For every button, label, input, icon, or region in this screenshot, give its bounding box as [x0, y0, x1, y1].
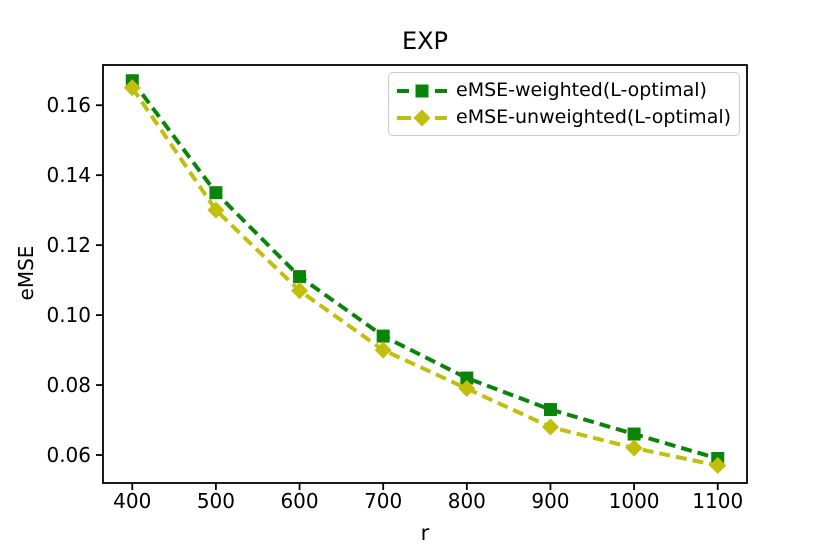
y-axis-label: eMSE — [14, 245, 38, 301]
y-tick-label: 0.08 — [46, 373, 91, 397]
x-tick-label: 800 — [448, 489, 486, 513]
legend-item-unweighted: eMSE-unweighted(L-optimal) — [396, 104, 732, 131]
series-0-marker — [460, 371, 474, 385]
series-line-0 — [130, 79, 719, 461]
series-0-marker — [627, 427, 641, 441]
series-1-marker — [291, 282, 309, 300]
legend-sample-square-dashed-icon — [397, 84, 447, 97]
y-tick-label: 0.06 — [46, 443, 91, 467]
y-tick-label: 0.12 — [46, 233, 91, 257]
x-tick-label: 1000 — [609, 489, 660, 513]
series-0-marker — [543, 403, 557, 417]
series-1-marker — [207, 201, 225, 219]
series-1-marker — [541, 418, 559, 436]
chart-title: EXP — [401, 27, 449, 55]
series-0-marker — [376, 329, 390, 343]
series-1-marker — [709, 457, 727, 475]
x-tick-label: 600 — [280, 489, 318, 513]
legend-sample-diamond-dashed-icon — [397, 109, 447, 126]
y-tick-label: 0.14 — [46, 163, 91, 187]
x-axis-label: r — [420, 521, 430, 545]
x-tick-label: 400 — [113, 489, 151, 513]
legend-label-weighted: eMSE-weighted(L-optimal) — [456, 79, 707, 101]
series-1-marker — [123, 79, 141, 97]
legend-label-unweighted: eMSE-unweighted(L-optimal) — [456, 106, 732, 128]
series-0-marker — [209, 186, 223, 200]
legend-item-weighted: eMSE-weighted(L-optimal) — [396, 77, 732, 104]
legend: eMSE-weighted(L-optimal) eMSE-unweighted… — [388, 72, 740, 136]
series-line-1 — [130, 86, 719, 468]
x-tick-label: 700 — [364, 489, 402, 513]
series-0-marker — [293, 270, 307, 284]
y-tick-label: 0.16 — [46, 93, 91, 117]
y-tick-label: 0.10 — [46, 303, 91, 327]
x-tick-label: 500 — [197, 489, 235, 513]
series-1-marker — [374, 341, 392, 359]
x-tick-label: 900 — [531, 489, 569, 513]
x-tick-label: 1100 — [692, 489, 743, 513]
series-1-marker — [625, 439, 643, 457]
series-1-marker — [458, 380, 476, 398]
